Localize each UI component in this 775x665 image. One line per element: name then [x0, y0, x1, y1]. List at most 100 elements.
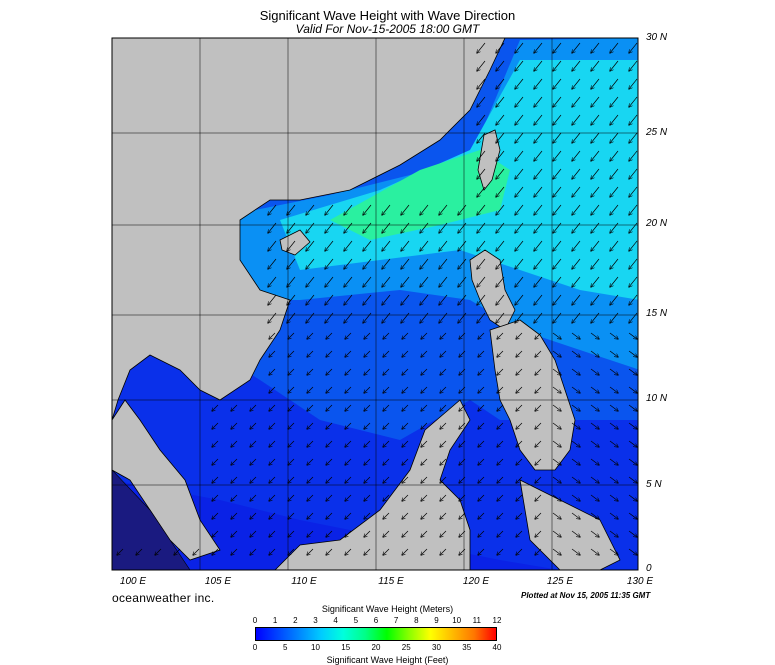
wave-direction-arrow — [496, 204, 505, 215]
wave-direction-arrow — [440, 548, 447, 555]
wave-direction-arrow — [383, 512, 390, 519]
wave-direction-arrow — [628, 530, 637, 537]
wave-direction-arrow — [458, 222, 467, 233]
wave-direction-arrow — [269, 458, 276, 465]
wave-direction-arrow — [268, 204, 277, 215]
wave-direction-arrow — [478, 332, 485, 339]
wave-direction-arrow — [535, 512, 542, 519]
wave-direction-arrow — [288, 422, 295, 429]
wave-direction-arrow — [629, 258, 638, 269]
wave-direction-arrow — [269, 494, 276, 501]
wave-direction-arrow — [364, 440, 371, 447]
luzon-island — [469, 249, 516, 331]
wave-direction-arrow — [212, 422, 219, 429]
wave-direction-arrow — [420, 258, 429, 269]
wave-direction-arrow — [535, 386, 542, 393]
wave-direction-arrow — [534, 276, 543, 287]
legend-tick-meters: 3 — [313, 616, 318, 625]
wave-direction-arrow — [516, 422, 523, 429]
wave-direction-arrow — [610, 132, 619, 143]
wave-direction-arrow — [401, 240, 410, 251]
legend-tick-feet: 40 — [492, 643, 502, 652]
wave-direction-arrow — [250, 530, 257, 537]
wave-direction-arrow — [287, 204, 296, 215]
wave-direction-arrow — [269, 368, 276, 375]
wave-direction-arrow — [402, 386, 409, 393]
wave-direction-arrow — [591, 114, 600, 125]
wave-direction-arrow — [383, 368, 390, 375]
wave-direction-arrow — [534, 96, 543, 107]
wave-direction-arrow — [628, 548, 637, 555]
wave-direction-arrow — [459, 422, 466, 429]
wave-direction-arrow — [572, 312, 581, 323]
wave-direction-arrow — [534, 168, 543, 179]
wave-direction-arrow — [420, 240, 429, 251]
wave-direction-arrow — [590, 548, 599, 555]
wave-direction-arrow — [478, 512, 485, 519]
legend-tick-meters: 7 — [393, 616, 399, 625]
wave-direction-arrow — [440, 494, 447, 501]
wave-direction-arrow — [591, 186, 600, 197]
wave-direction-arrow — [459, 512, 466, 519]
wave-direction-arrow — [269, 386, 276, 393]
wave-direction-arrow — [571, 368, 580, 375]
wave-direction-arrow — [478, 476, 485, 483]
wave-direction-arrow — [629, 276, 638, 287]
wave-direction-arrow — [383, 548, 390, 555]
wave-direction-arrow — [590, 386, 599, 393]
wave-direction-arrow — [609, 530, 618, 537]
wave-direction-arrow — [421, 512, 428, 519]
wave-direction-arrow — [287, 312, 296, 323]
wave-direction-arrow — [421, 404, 428, 411]
wave-direction-arrow — [459, 440, 466, 447]
wave-direction-arrow — [288, 386, 295, 393]
wave-direction-arrow — [345, 476, 352, 483]
wave-direction-arrow — [326, 386, 333, 393]
wave-direction-arrow — [497, 458, 504, 465]
wave-direction-arrow — [516, 458, 523, 465]
wave-direction-arrow — [571, 422, 580, 429]
wave-direction-arrow — [269, 404, 276, 411]
wave-direction-arrow — [477, 168, 486, 179]
wave-direction-arrow — [363, 276, 372, 287]
wave-direction-arrow — [325, 240, 334, 251]
wave-direction-arrow — [287, 240, 296, 251]
wave-direction-arrow — [534, 60, 543, 71]
wave-direction-arrow — [402, 368, 409, 375]
wave-direction-arrow — [212, 530, 219, 537]
wave-direction-arrow — [553, 222, 562, 233]
wave-direction-arrow — [420, 204, 429, 215]
wave-direction-arrow — [382, 258, 391, 269]
wave-direction-arrow — [497, 440, 504, 447]
malay-peninsula — [112, 399, 221, 561]
wave-direction-arrow — [553, 312, 562, 323]
wave-direction-arrow — [268, 276, 277, 287]
wave-direction-arrow — [364, 494, 371, 501]
wave-direction-arrow — [535, 494, 542, 501]
wave-direction-arrow — [383, 530, 390, 537]
wave-direction-arrow — [440, 512, 447, 519]
wave-direction-arrow — [421, 332, 428, 339]
wave-direction-arrow — [552, 476, 561, 483]
wave-direction-arrow — [421, 422, 428, 429]
wave-direction-arrow — [421, 350, 428, 357]
legend-tick-meters: 12 — [492, 616, 502, 625]
wave-direction-arrow — [174, 548, 181, 555]
wave-direction-arrow — [402, 332, 409, 339]
wave-direction-arrow — [590, 458, 599, 465]
wave-direction-arrow — [553, 96, 562, 107]
wave-direction-arrow — [535, 440, 542, 447]
lon-label: 110 E — [291, 576, 317, 587]
wave-direction-arrow — [287, 258, 296, 269]
celebes-island — [519, 479, 621, 570]
wave-direction-arrow — [629, 42, 638, 53]
wave-direction-arrow — [439, 240, 448, 251]
wave-direction-arrow — [383, 494, 390, 501]
wave-direction-arrow — [553, 276, 562, 287]
wave-direction-arrow — [382, 294, 391, 305]
wave-direction-arrow — [421, 440, 428, 447]
legend-tick-feet: 15 — [341, 643, 351, 652]
wave-direction-arrow — [344, 240, 353, 251]
wave-direction-arrow — [307, 476, 314, 483]
wave-direction-arrow — [326, 368, 333, 375]
